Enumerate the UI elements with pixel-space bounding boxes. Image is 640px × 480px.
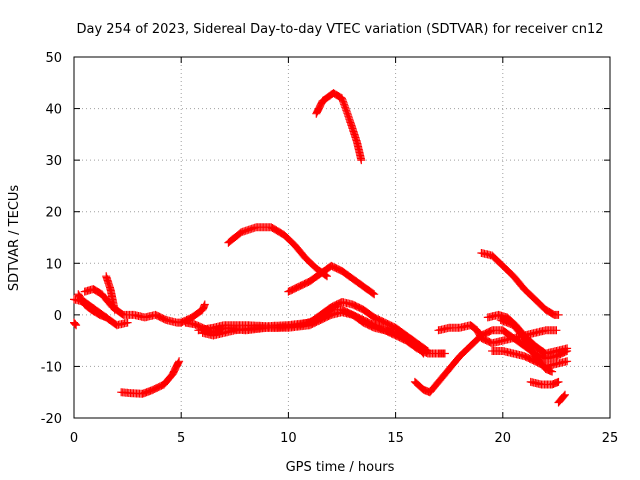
series-arc-10: [198, 305, 428, 358]
chart-title: Day 254 of 2023, Sidereal Day-to-day VTE…: [76, 22, 603, 37]
series-arc-13: [312, 89, 366, 165]
data-point-markers: [526, 377, 563, 389]
x-tick-label: 25: [602, 431, 619, 446]
data-point-markers: [554, 390, 569, 407]
x-tick-label: 0: [70, 431, 78, 446]
plot-frame: [73, 56, 611, 419]
axis-ticks: 0 5 10 15 20 25 -20 -10 0 10 20 30 40 50: [41, 51, 619, 446]
data-point-markers: [312, 89, 366, 165]
series-arc-20: [526, 377, 563, 389]
series-arc-11: [224, 223, 331, 281]
series-arc-12: [284, 261, 379, 299]
x-tick-label: 10: [280, 431, 297, 446]
data-point-markers: [198, 305, 428, 358]
x-tick-label: 5: [177, 431, 185, 446]
x-tick-label: 20: [495, 431, 512, 446]
y-tick-label: -10: [41, 360, 62, 375]
data-point-markers: [496, 316, 557, 376]
series-arc-21: [554, 390, 569, 407]
x-axis-label: GPS time / hours: [286, 460, 395, 475]
y-tick-label: 30: [45, 154, 62, 169]
series-arc-01: [70, 318, 81, 330]
series-arc-06: [117, 357, 184, 398]
series-arc-16: [477, 249, 563, 319]
series-arc-03: [74, 290, 111, 322]
data-point-markers: [117, 357, 184, 398]
data-point-markers: [74, 290, 111, 322]
series-arc-15: [434, 321, 561, 348]
y-tick-label: 20: [45, 206, 62, 221]
y-axis-label: SDTVAR / TECUs: [7, 185, 22, 292]
data-point-markers: [102, 272, 119, 314]
data-point-markers: [284, 261, 379, 299]
y-tick-label: -20: [41, 412, 62, 427]
series-arc-05: [102, 272, 119, 314]
data-point-markers: [70, 318, 81, 330]
plot-area-border: [73, 56, 611, 419]
data-point-markers: [224, 223, 331, 281]
x-tick-label: 15: [387, 431, 404, 446]
y-tick-label: 10: [45, 257, 62, 272]
data-point-markers: [434, 321, 561, 348]
data-series: [70, 89, 572, 407]
y-tick-label: 50: [45, 51, 62, 66]
y-tick-label: 0: [54, 309, 62, 324]
data-point-markers: [477, 249, 563, 319]
y-tick-label: 40: [45, 103, 62, 118]
series-arc-19: [496, 316, 557, 376]
